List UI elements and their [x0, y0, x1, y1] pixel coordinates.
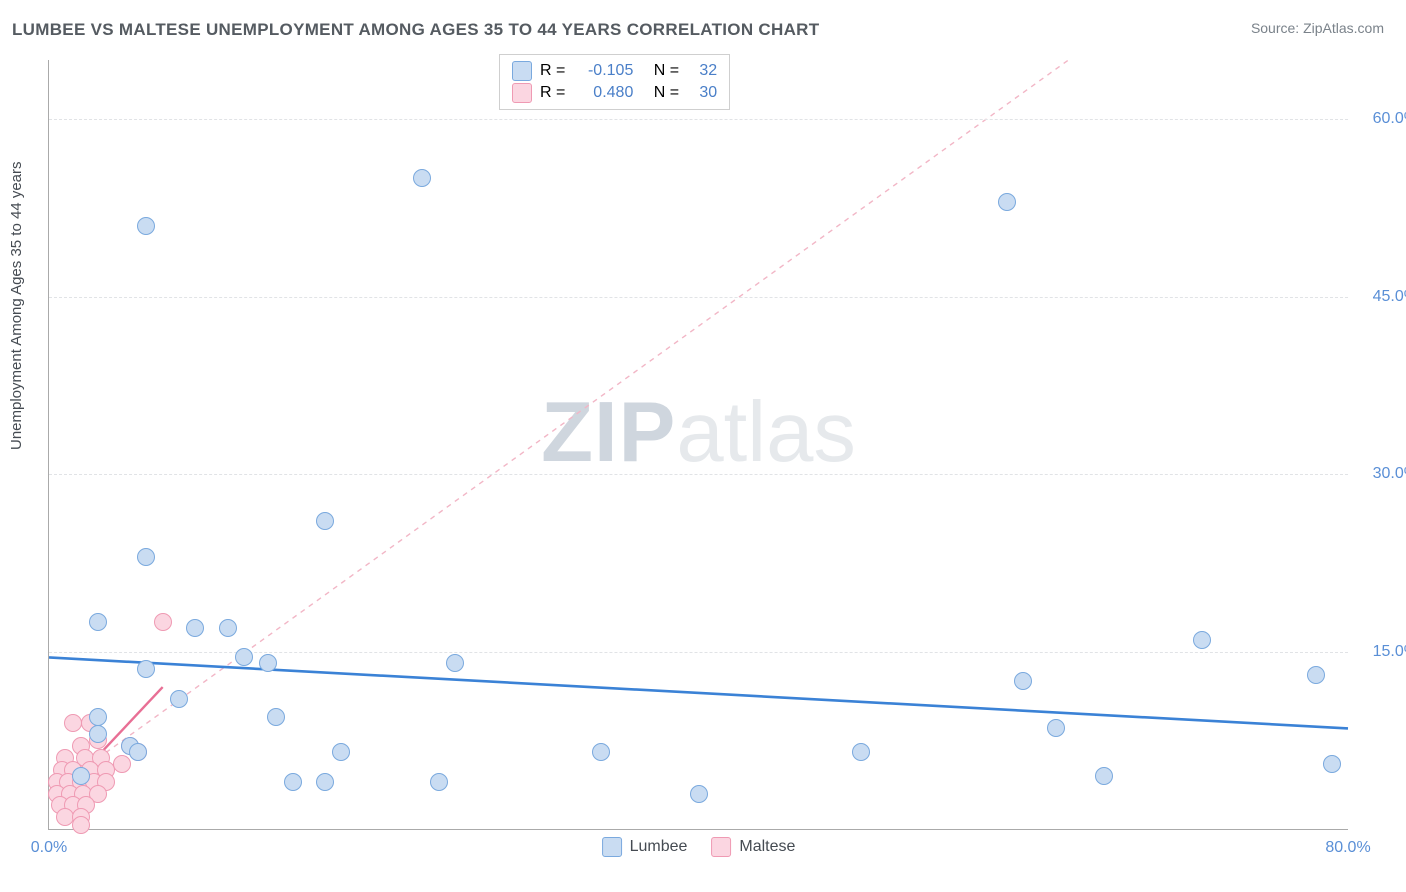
n-label: N =	[654, 62, 679, 80]
gridline	[49, 119, 1348, 120]
data-point	[72, 816, 90, 834]
data-point	[89, 708, 107, 726]
gridline	[49, 474, 1348, 475]
data-point	[690, 785, 708, 803]
data-point	[129, 743, 147, 761]
data-point	[235, 648, 253, 666]
legend-item-maltese: Maltese	[711, 837, 795, 857]
maltese-swatch-icon	[512, 83, 532, 103]
data-point	[89, 613, 107, 631]
gridline	[49, 297, 1348, 298]
data-point	[852, 743, 870, 761]
stats-row: R = -0.105 N = 32	[512, 61, 717, 81]
data-point	[267, 708, 285, 726]
data-point	[89, 725, 107, 743]
source-credit: Source: ZipAtlas.com	[1251, 20, 1384, 36]
data-point	[259, 654, 277, 672]
correlation-stats-box: R = -0.105 N = 32 R = 0.480 N = 30	[499, 54, 730, 110]
watermark: ZIPatlas	[541, 384, 856, 482]
stats-row: R = 0.480 N = 30	[512, 83, 717, 103]
data-point	[446, 654, 464, 672]
data-point	[316, 512, 334, 530]
data-point	[137, 548, 155, 566]
r-label: R =	[540, 84, 565, 102]
watermark-bold: ZIP	[541, 385, 676, 480]
data-point	[413, 169, 431, 187]
x-tick-min: 0.0%	[31, 839, 67, 857]
data-point	[113, 755, 131, 773]
watermark-light: atlas	[676, 385, 856, 480]
x-tick-max: 80.0%	[1325, 839, 1370, 857]
data-point	[72, 767, 90, 785]
r-label: R =	[540, 62, 565, 80]
lumbee-swatch-icon	[602, 837, 622, 857]
data-point	[998, 193, 1016, 211]
data-point	[154, 613, 172, 631]
y-tick-label: 30.0%	[1373, 465, 1406, 483]
n-value: 32	[687, 62, 717, 80]
n-label: N =	[654, 84, 679, 102]
lumbee-swatch-icon	[512, 61, 532, 81]
r-value: 0.480	[573, 84, 633, 102]
data-point	[137, 660, 155, 678]
y-tick-label: 60.0%	[1373, 110, 1406, 128]
chart-title: LUMBEE VS MALTESE UNEMPLOYMENT AMONG AGE…	[12, 20, 819, 40]
legend-label: Maltese	[739, 838, 795, 856]
data-point	[1193, 631, 1211, 649]
r-value: -0.105	[573, 62, 633, 80]
data-point	[316, 773, 334, 791]
data-point	[1014, 672, 1032, 690]
data-point	[592, 743, 610, 761]
data-point	[1307, 666, 1325, 684]
legend-label: Lumbee	[630, 838, 688, 856]
chart-plot-area: ZIPatlas R = -0.105 N = 32 R = 0.480 N =…	[48, 60, 1348, 830]
legend: Lumbee Maltese	[602, 837, 796, 857]
data-point	[284, 773, 302, 791]
data-point	[332, 743, 350, 761]
data-point	[170, 690, 188, 708]
data-point	[1095, 767, 1113, 785]
y-axis-label: Unemployment Among Ages 35 to 44 years	[8, 161, 25, 450]
n-value: 30	[687, 84, 717, 102]
data-point	[186, 619, 204, 637]
data-point	[1323, 755, 1341, 773]
data-point	[1047, 719, 1065, 737]
data-point	[137, 217, 155, 235]
maltese-swatch-icon	[711, 837, 731, 857]
legend-item-lumbee: Lumbee	[602, 837, 688, 857]
trend-lines-layer	[49, 60, 1348, 829]
data-point	[430, 773, 448, 791]
y-tick-label: 15.0%	[1373, 643, 1406, 661]
data-point	[219, 619, 237, 637]
y-tick-label: 45.0%	[1373, 288, 1406, 306]
